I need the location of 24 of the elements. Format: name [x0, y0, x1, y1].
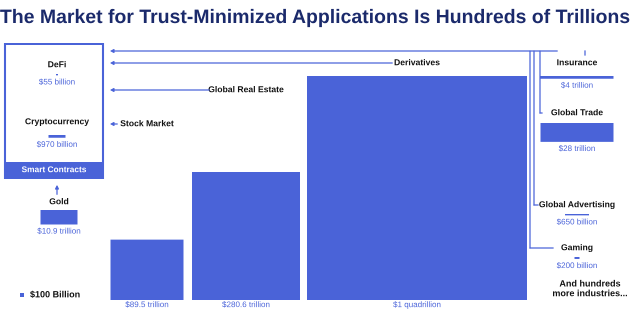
category-label: Derivatives — [394, 58, 440, 66]
data-label: $55 billion — [38, 78, 75, 85]
data-label: $970 billion — [36, 140, 77, 148]
category-label: Global Trade — [551, 108, 603, 116]
data-label: $280.6 trillion — [222, 301, 270, 308]
data-label: $200 billion — [556, 262, 597, 269]
data-label: $28 trillion — [558, 145, 595, 152]
data-label: $4 trillion — [560, 82, 593, 88]
data-label: $10.9 trillion — [37, 228, 80, 234]
text: The Market for Trust-Minimized Applications Is Hundreds of Trillions — [0, 8, 630, 28]
category-label: Cryptocurrency — [25, 118, 90, 126]
category-label: Stock Market — [120, 120, 174, 126]
category-label: Gaming — [561, 244, 592, 252]
data-label: $650 billion — [556, 218, 597, 225]
text: $100 Billion — [30, 290, 80, 298]
category-label: DeFi — [48, 60, 66, 68]
category-label: Gold — [50, 198, 68, 204]
category-label: Insurance — [557, 59, 598, 66]
text: Smart Contracts — [22, 166, 86, 172]
category-label: Global Advertising — [539, 200, 615, 210]
text: And hundreds more industries... — [552, 280, 628, 296]
data-label: $1 quadrillion — [393, 301, 440, 309]
category-label: Global Real Estate — [208, 86, 284, 92]
data-label: $89.5 trillion — [125, 301, 168, 308]
